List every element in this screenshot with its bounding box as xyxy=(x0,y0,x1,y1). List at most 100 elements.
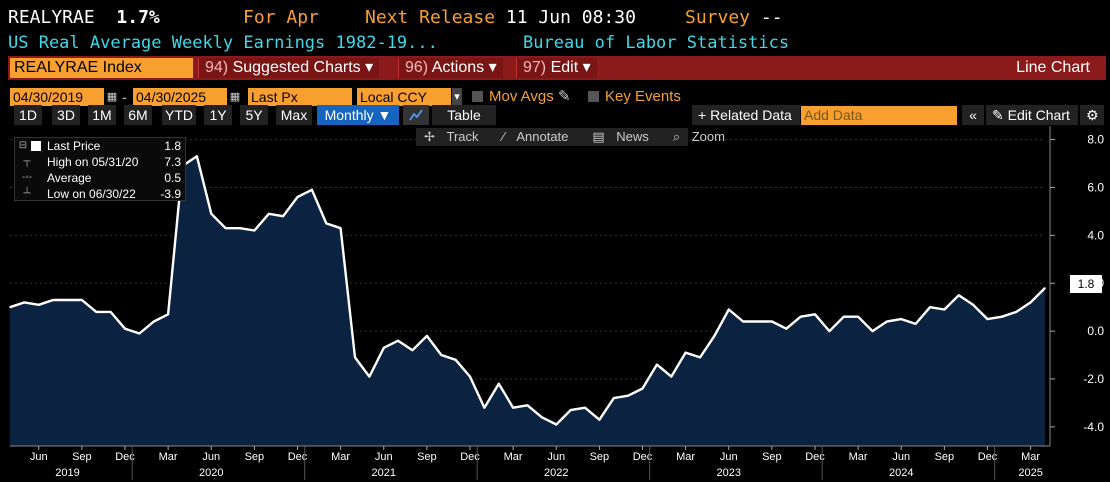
edit-chart-label: Edit Chart xyxy=(1007,107,1070,123)
x-tick-label: Dec xyxy=(460,451,480,463)
data-point xyxy=(282,215,284,217)
dropdown-arrow-icon: ▾ xyxy=(365,59,374,76)
track-tool[interactable]: ✢ Track xyxy=(424,129,479,144)
price-field-select[interactable]: Last Px xyxy=(248,88,352,106)
table-button[interactable]: Table xyxy=(432,105,496,125)
data-point xyxy=(972,303,974,306)
data-point xyxy=(713,335,716,337)
data-point xyxy=(612,397,615,399)
data-point xyxy=(469,375,471,378)
data-point xyxy=(1001,315,1003,318)
data-point xyxy=(828,330,831,332)
data-point xyxy=(656,363,658,366)
currency-select[interactable]: Local CCY xyxy=(357,88,451,106)
zoom-tool[interactable]: ⌕ Zoom xyxy=(672,129,725,144)
x-tick-label: Sep xyxy=(935,451,955,463)
frequency-select[interactable]: Monthly ▼ xyxy=(317,105,399,125)
zoom-label: Zoom xyxy=(691,129,725,144)
period-max[interactable]: Max xyxy=(276,105,312,125)
calendar-icon[interactable]: ▦ xyxy=(106,91,118,103)
key-events-toggle[interactable]: Key Events xyxy=(588,87,681,107)
high-marker-icon: ┬ xyxy=(23,156,31,167)
series-swatch xyxy=(31,141,41,151)
for-value: Apr xyxy=(286,7,319,28)
data-point xyxy=(598,418,601,421)
y-tick-label: -4.0 xyxy=(1083,420,1104,434)
add-data-input[interactable]: Add Data xyxy=(801,106,957,125)
data-point xyxy=(95,311,98,313)
legend-last-price[interactable]: ⊟ Last Price 1.8 xyxy=(15,138,185,154)
data-point xyxy=(699,356,701,359)
data-point xyxy=(267,212,270,215)
data-point xyxy=(1029,301,1032,304)
legend-value: 7.3 xyxy=(164,155,181,169)
actions-menu[interactable]: 96) Actions ▾ xyxy=(398,58,503,78)
gear-icon[interactable]: ⚙ xyxy=(1080,105,1104,125)
data-point xyxy=(742,320,744,323)
x-year-label: 2022 xyxy=(544,467,568,479)
data-point xyxy=(943,308,946,311)
currency-dropdown-icon[interactable]: ▾ xyxy=(452,88,462,106)
edit-menu[interactable]: 97) Edit ▾ xyxy=(516,58,597,78)
menu-number: 96) xyxy=(405,59,429,76)
dropdown-arrow-icon: ▾ xyxy=(488,59,497,76)
data-point xyxy=(957,294,960,296)
period-6m[interactable]: 6M xyxy=(124,105,152,125)
period-1y[interactable]: 1Y xyxy=(204,105,232,125)
low-marker-icon: ┴ xyxy=(23,188,31,199)
x-year-label: 2021 xyxy=(372,467,396,479)
period-1d[interactable]: 1D xyxy=(14,105,42,125)
data-point xyxy=(929,306,931,308)
annotate-tool[interactable]: ∕ Annotate xyxy=(502,129,569,144)
x-tick-label: Dec xyxy=(978,451,998,463)
x-tick-label: Dec xyxy=(115,451,135,463)
line-chart-icon[interactable] xyxy=(403,105,429,125)
data-point xyxy=(9,306,11,308)
period-1m[interactable]: 1M xyxy=(88,105,116,125)
data-point xyxy=(138,332,141,335)
suggested-charts-menu[interactable]: 94) Suggested Charts ▾ xyxy=(198,58,380,78)
start-date-input[interactable]: 04/30/2019 xyxy=(10,88,104,106)
chart-tools: ✢ Track ∕ Annotate ▤ News ⌕ Zoom xyxy=(416,128,725,146)
data-point xyxy=(727,308,730,311)
data-point xyxy=(440,354,443,356)
data-point xyxy=(52,299,54,301)
data-point xyxy=(339,227,342,229)
data-point xyxy=(627,394,629,397)
header-ticker: REALYRAE 1.7% xyxy=(8,6,160,30)
survey-label: Survey xyxy=(685,7,751,28)
news-tool[interactable]: ▤ News xyxy=(592,129,649,144)
collapse-icon[interactable]: « xyxy=(962,105,984,125)
news-label: News xyxy=(616,129,649,144)
x-tick-label: Sep xyxy=(72,451,92,463)
data-point xyxy=(124,327,126,330)
data-point xyxy=(914,323,917,325)
data-point xyxy=(239,227,241,229)
data-point xyxy=(1044,287,1046,289)
period-ytd[interactable]: YTD xyxy=(162,105,196,125)
x-year-label: 2024 xyxy=(889,467,913,479)
data-point xyxy=(167,313,169,316)
next-release-label: Next Release xyxy=(365,7,496,28)
data-point xyxy=(81,299,83,301)
end-date-input[interactable]: 04/30/2025 xyxy=(133,88,227,106)
period-5y[interactable]: 5Y xyxy=(240,105,268,125)
ticker-name: REALYRAE xyxy=(8,7,95,28)
data-point xyxy=(382,347,385,349)
mov-avgs-toggle[interactable]: Mov Avgs ✎ xyxy=(472,87,571,107)
pencil-icon: ✎ xyxy=(557,88,571,105)
legend-value: 0.5 xyxy=(164,171,181,185)
data-point xyxy=(66,299,69,301)
legend-label: High on 05/31/20 xyxy=(47,155,139,169)
data-point xyxy=(569,409,572,411)
data-point xyxy=(541,416,543,419)
security-input[interactable]: REALYRAE Index xyxy=(10,58,193,78)
legend-high: ┬ High on 05/31/20 7.3 xyxy=(15,154,185,170)
calendar-icon[interactable]: ▦ xyxy=(229,91,241,103)
edit-chart-button[interactable]: ✎ Edit Chart xyxy=(986,105,1078,125)
y-tick-label: 0.0 xyxy=(1087,324,1104,338)
data-point xyxy=(325,222,328,225)
period-3d[interactable]: 3D xyxy=(52,105,80,125)
x-year-label: 2019 xyxy=(55,467,79,479)
related-data-button[interactable]: + Related Data xyxy=(692,105,800,125)
